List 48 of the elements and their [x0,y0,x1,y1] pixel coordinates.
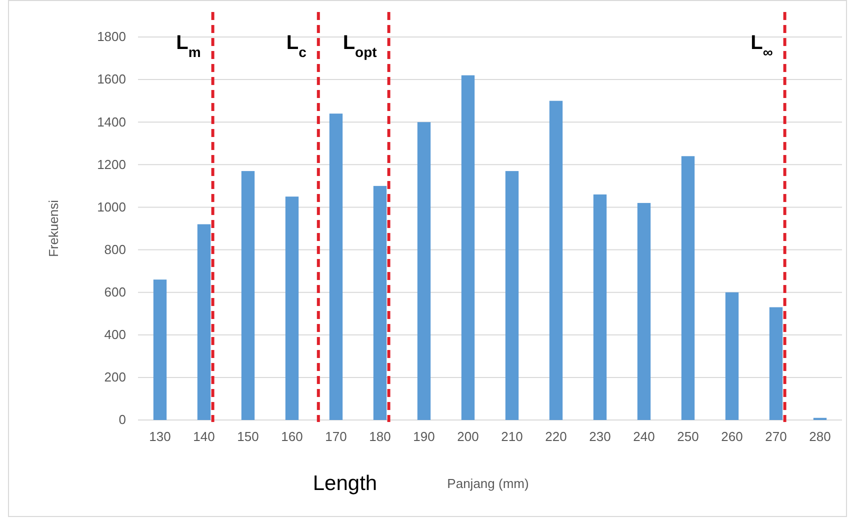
y-tick-label: 1000 [97,199,126,214]
x-axis-title: Panjang (mm) [447,476,529,491]
bar [593,194,607,420]
x-tick-label: 150 [237,429,259,444]
x-tick-label: 130 [149,429,171,444]
bar [505,171,519,420]
x-tick-label: 230 [589,429,611,444]
ref-line-label: L$_{∞}$ [750,32,773,60]
bar [637,202,651,420]
x-tick-label: 270 [765,429,787,444]
bar [197,224,211,420]
bar [681,156,695,420]
ref-line-label: L$_{opt}$ [342,32,378,60]
y-tick-label: 800 [104,242,126,257]
x-tick-label: 280 [809,429,831,444]
x-tick-label: 140 [193,429,215,444]
text: Length [312,472,378,495]
y-tick-label: 1200 [97,156,126,172]
y-tick-label: 400 [104,327,126,342]
x-tick-label: 170 [325,429,347,444]
bar [769,307,783,420]
bar [725,292,739,420]
x-tick-label: 190 [413,429,435,444]
x-tick-label: 160 [281,429,303,444]
y-tick-label: 200 [104,370,126,385]
bar [329,114,343,420]
x-tick-label: 240 [633,429,655,444]
y-tick-label: 600 [104,284,126,300]
x-tick-label: 220 [545,429,567,444]
y-tick-label: 1600 [97,72,126,87]
y-tick-label: 0 [118,412,126,428]
y-tick-label: 1400 [97,114,126,130]
y-tick-label: 1800 [97,29,126,44]
y-axis-title: Frekuensi [46,200,61,258]
bar [153,280,167,420]
ref-line-label: L$_{c}$ [286,32,307,60]
bar [417,122,431,420]
bar [549,100,563,420]
x-tick-label: 180 [369,429,391,444]
bar [461,75,475,420]
bar [241,171,255,420]
x-tick-label: 200 [457,429,479,444]
x-tick-label: 250 [677,429,699,444]
x-tick-label: 210 [501,429,523,444]
x-tick-label: 260 [721,429,743,444]
bar [285,196,299,420]
ref-line-label: L$_{m}$ [176,32,201,60]
bar [373,186,387,420]
